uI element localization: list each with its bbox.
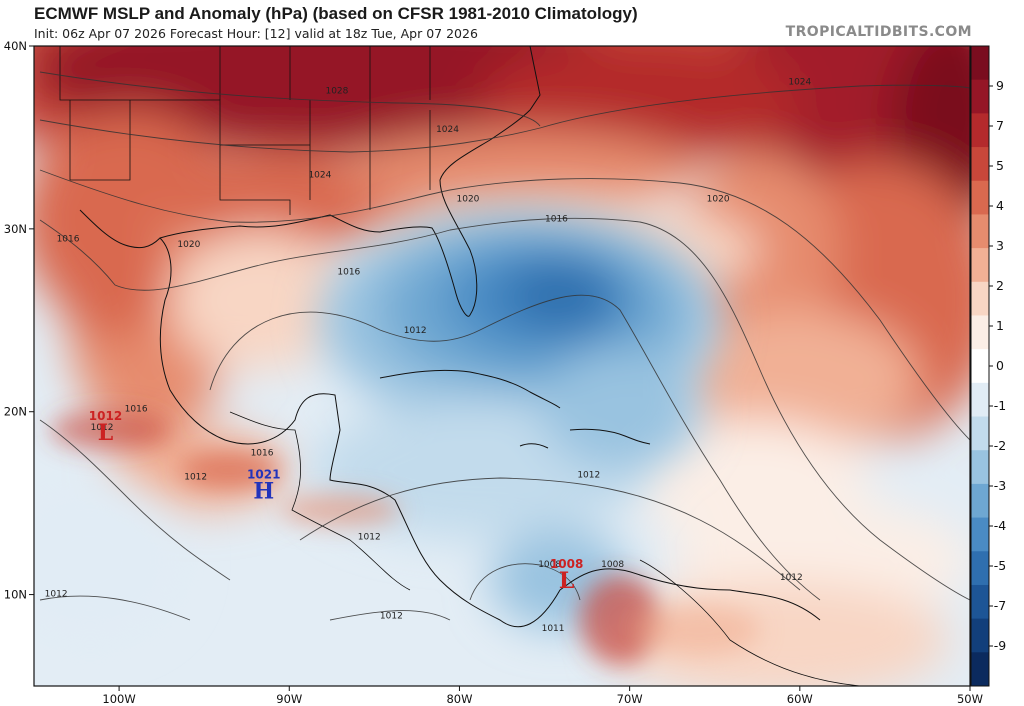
colorbar-label: 9 — [996, 78, 1004, 93]
lon-tick-label: 50W — [957, 692, 983, 706]
isobar-label: 1012 — [780, 573, 803, 583]
colorbar-swatch — [971, 618, 989, 653]
isobar-label: 1020 — [457, 194, 480, 204]
colorbar-swatch — [971, 79, 989, 114]
colorbar-swatch — [971, 349, 989, 384]
brand-watermark: TROPICALTIDBITS.COM — [785, 24, 972, 40]
isobar-label: 1028 — [325, 87, 348, 97]
longitude-axis: 100W 90W 80W 70W 60W 50W — [102, 686, 983, 706]
colorbar-label: 7 — [996, 118, 1004, 133]
isobar-label: 1008 — [601, 560, 624, 570]
isobar-label: 1020 — [707, 194, 730, 204]
isobar-label: 1012 — [45, 589, 68, 599]
colorbar-label: 4 — [996, 198, 1004, 213]
latitude-axis: 40N 30N 20N 10N — [4, 39, 34, 602]
colorbar-swatch — [971, 214, 989, 249]
colorbar-swatch — [971, 382, 989, 418]
isobar-label: 1012 — [91, 423, 114, 433]
colorbar-swatch — [971, 113, 989, 148]
colorbar-swatch — [971, 46, 989, 81]
isobar-label: 1008 — [538, 560, 561, 570]
colorbar-label: -7 — [994, 598, 1006, 613]
colorbar-swatch — [971, 551, 989, 586]
colorbar-label: 0 — [996, 358, 1004, 373]
colorbar-label: 5 — [996, 158, 1004, 173]
isobar-label: 1016 — [545, 215, 568, 225]
map-subtitle: Init: 06z Apr 07 2026 Forecast Hour: [12… — [34, 26, 478, 41]
isobar-labels: 1028 1024 1024 1024 1020 1020 1020 1016 1016 1016… — [45, 77, 812, 634]
isobar-label: 1016 — [337, 268, 360, 278]
map-title: ECMWF MSLP and Anomaly (hPa) (based on C… — [34, 4, 638, 23]
colorbar-swatch — [971, 450, 989, 485]
lat-tick-label: 20N — [4, 405, 27, 419]
isobar-label: 1024 — [788, 77, 811, 87]
isobar-label: 1024 — [436, 125, 459, 135]
colorbar-swatch — [971, 416, 989, 451]
colorbar-swatch — [971, 584, 989, 620]
colorbar-label: 3 — [996, 238, 1004, 253]
isobar-label: 1016 — [125, 405, 148, 415]
pressure-center-value: 1012 — [89, 409, 122, 423]
isobar-label: 1016 — [57, 235, 80, 245]
colorbar-swatch — [971, 517, 989, 552]
lat-tick-label: 30N — [4, 222, 27, 236]
colorbar-swatch — [971, 281, 989, 316]
lat-tick-label: 40N — [4, 39, 27, 53]
low-pressure-marker: L — [559, 568, 574, 594]
colorbar-label: 2 — [996, 278, 1004, 293]
isobar-label: 1012 — [184, 472, 207, 482]
isobar-label: 1012 — [380, 611, 403, 621]
isobar-label: 1016 — [251, 449, 274, 459]
isobar-label: 1012 — [404, 326, 427, 336]
low-pressure-marker: L — [98, 420, 113, 446]
colorbar-swatch — [971, 652, 989, 687]
isobar-label: 1012 — [577, 471, 600, 481]
colorbar-swatch — [971, 180, 989, 215]
colorbar-label: 1 — [996, 318, 1004, 333]
colorbar-swatch — [971, 315, 989, 350]
colorbar-label: -4 — [994, 518, 1007, 533]
lat-tick-label: 10N — [4, 588, 27, 602]
pressure-center-value: 1008 — [550, 557, 583, 571]
high-pressure-marker: H — [253, 479, 274, 505]
coastlines — [59, 46, 861, 686]
isobar-label: 1020 — [177, 240, 200, 250]
colorbar-swatch — [971, 147, 989, 182]
lon-tick-label: 90W — [276, 692, 302, 706]
lon-tick-label: 70W — [617, 692, 643, 706]
map-frame — [33, 45, 971, 687]
colorbar-swatch — [971, 483, 989, 519]
colorbar-label: -3 — [994, 478, 1006, 493]
colorbar-label: -1 — [994, 398, 1006, 413]
colorbar-label: -5 — [994, 558, 1006, 573]
colorbar-label: -2 — [994, 438, 1006, 453]
pressure-center-value: 1021 — [247, 468, 280, 482]
colorbar: 9 7 5 4 3 2 1 0 -1 -2 -3 -4 -5 -7 -9 — [970, 45, 1007, 687]
colorbar-swatch — [971, 248, 989, 283]
isobars — [39, 71, 970, 621]
lon-tick-label: 100W — [102, 692, 135, 706]
isobar-label: 1011 — [542, 624, 565, 634]
colorbar-label: -9 — [994, 638, 1007, 653]
isobar-label: 1012 — [358, 533, 381, 543]
isobar-label: 1024 — [308, 171, 331, 181]
lon-tick-label: 80W — [446, 692, 472, 706]
lon-tick-label: 60W — [787, 692, 813, 706]
